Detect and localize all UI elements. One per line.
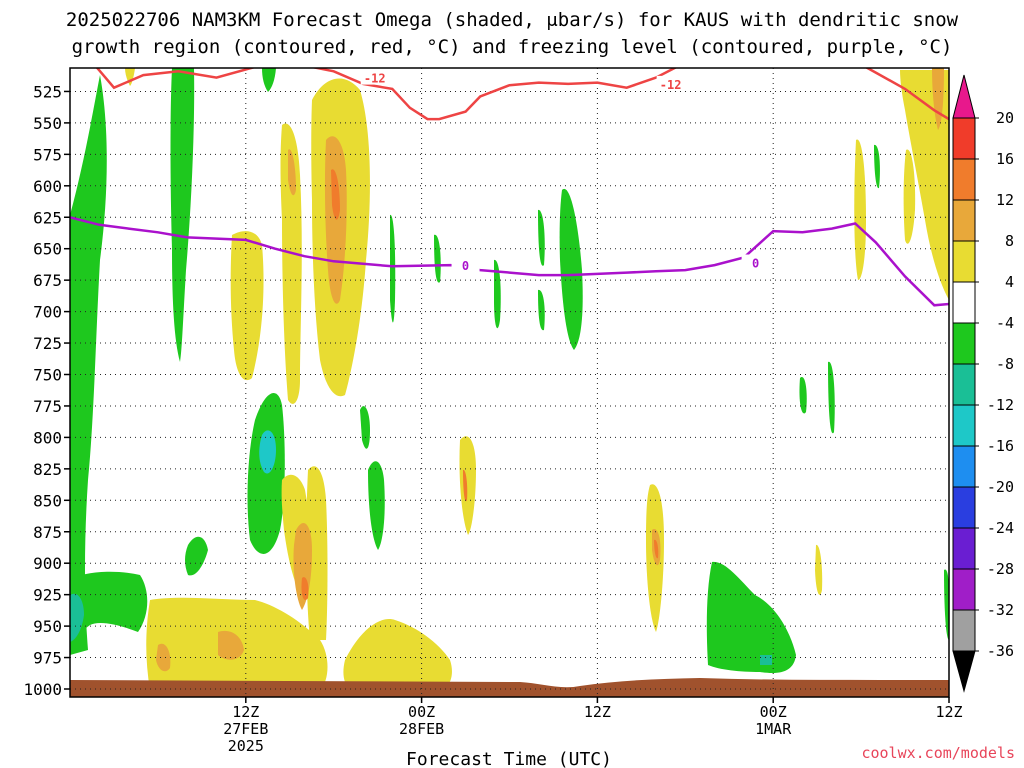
colorbar-bottom-arrow [952, 650, 976, 693]
y-tick-label: 900 [33, 554, 62, 573]
x-axis-label: Forecast Time (UTC) [406, 749, 612, 768]
plot-frame [69, 67, 950, 698]
y-tick-label: 675 [33, 271, 62, 290]
colorbar-tick-label: 8 [1005, 232, 1014, 250]
freezing-level-contour [70, 216, 949, 307]
y-tick-label: 950 [33, 617, 62, 636]
colorbar-top-arrow [952, 74, 976, 119]
contour-labels: -12 -12 0 0 [360, 69, 770, 273]
dendritic-growth-contour [95, 68, 949, 121]
colorbar-bin [952, 527, 976, 570]
colorbar-bin [952, 568, 976, 611]
colorbar-bin [952, 240, 976, 283]
colorbar-tick-label: -8 [996, 355, 1014, 373]
colorbar-bin [952, 486, 976, 529]
red-contour-label-1-bg [360, 69, 389, 85]
colorbar-tick-label: 4 [1005, 273, 1014, 291]
colorbar-tick-label: -12 [987, 396, 1014, 414]
chart-title-line-1: 2025022706 NAM3KM Forecast Omega (shaded… [66, 9, 959, 31]
colorbar-tick-label: -36 [987, 642, 1014, 660]
purple-contour-label-1-bg [451, 257, 480, 273]
y-tick-label: 750 [33, 366, 62, 385]
y-tick-label: 775 [33, 397, 62, 416]
colorbar-bin [952, 199, 976, 242]
purple-contour-label-2: 0 [752, 257, 759, 271]
x-tick-label-line2: 1MAR [755, 720, 792, 738]
x-tick-label-line3: 2025 [228, 737, 264, 755]
colorbar-tick-label: -4 [996, 314, 1014, 332]
y-axis: 525 550 575 600 625 650 675 700 725 750 775 800 825 8… [23, 82, 70, 699]
colorbar-bin [952, 445, 976, 488]
colorbar-bin [952, 609, 976, 652]
y-tick-label: 550 [33, 114, 62, 133]
y-tick-label: 875 [33, 523, 62, 542]
x-tick-label-line2: 27FEB [223, 720, 268, 738]
y-tick-label: 700 [33, 303, 62, 322]
colorbar: 20 16 12 8 4 -4 -8 -12 -16 -20 -24 -28 -32 -36 [952, 74, 1014, 693]
colorbar-tick-label: 20 [996, 109, 1014, 127]
colorbar-bin [952, 322, 976, 365]
y-tick-label: 975 [33, 649, 62, 668]
colorbar-tick-label: -32 [987, 601, 1014, 619]
x-tick-label-line1: 12Z [232, 703, 259, 721]
colorbar-bin [952, 404, 976, 447]
purple-contour-label-2-bg [741, 254, 770, 270]
y-tick-label: 825 [33, 460, 62, 479]
colorbar-bin [952, 281, 976, 324]
x-tick-label-line1: 00Z [760, 703, 787, 721]
y-tick-label: 800 [33, 428, 62, 447]
colorbar-tick-label: -24 [987, 519, 1014, 537]
y-tick-label: 625 [33, 208, 62, 227]
red-contour-label-2: -12 [660, 78, 682, 92]
red-contour-label-2-bg [656, 75, 685, 91]
y-tick-label: 850 [33, 491, 62, 510]
y-tick-label: 575 [33, 145, 62, 164]
colorbar-tick-label: -16 [987, 437, 1014, 455]
credit-text: coolwx.com/models [861, 744, 1015, 762]
colorbar-tick-label: -20 [987, 478, 1014, 496]
y-tick-label: 725 [33, 334, 62, 353]
colorbar-tick-label: -28 [987, 560, 1014, 578]
x-tick-label-line2: 28FEB [399, 720, 444, 738]
colorbar-bin [952, 158, 976, 201]
colorbar-tick-label: 16 [996, 150, 1014, 168]
x-tick-label-line1: 12Z [584, 703, 611, 721]
colorbar-bin [952, 363, 976, 406]
ground-surface [70, 678, 949, 697]
y-tick-label: 1000 [23, 680, 62, 699]
red-contour-label-1: -12 [364, 72, 386, 86]
x-tick-label-line1: 12Z [935, 703, 962, 721]
purple-contour-label-1: 0 [462, 259, 469, 273]
x-tick-label-line1: 00Z [408, 703, 435, 721]
y-tick-label: 600 [33, 177, 62, 196]
y-tick-label: 925 [33, 586, 62, 605]
chart-title-line-2: growth region (contoured, red, °C) and f… [72, 36, 953, 58]
colorbar-tick-label: 12 [996, 191, 1014, 209]
y-tick-label: 650 [33, 240, 62, 259]
colorbar-bin [952, 117, 976, 160]
y-tick-label: 525 [33, 82, 62, 101]
